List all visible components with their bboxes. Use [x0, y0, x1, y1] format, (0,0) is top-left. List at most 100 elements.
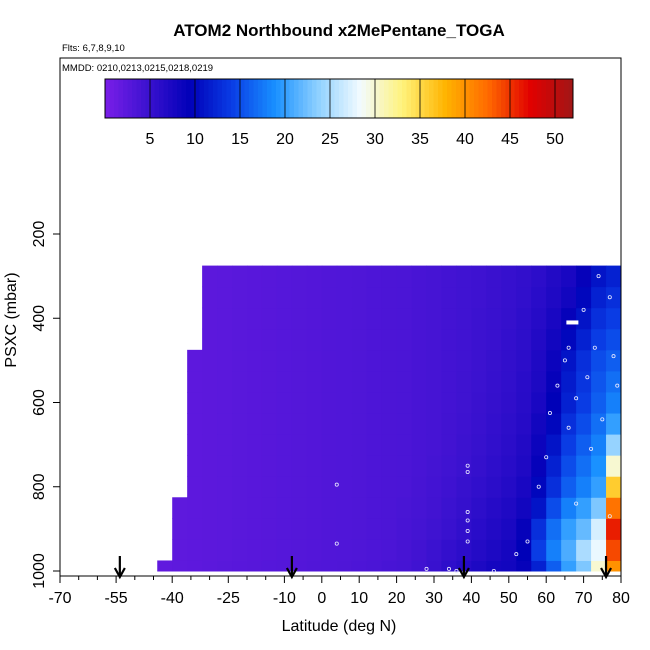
heatmap-cell	[336, 265, 353, 288]
heatmap-cell	[336, 307, 353, 330]
heatmap-cell	[306, 518, 323, 540]
heatmap-cell	[591, 539, 607, 561]
heatmap-cell	[187, 413, 203, 435]
colorbar-segment	[447, 79, 452, 118]
heatmap-cell	[172, 539, 188, 561]
heatmap-cell	[486, 518, 502, 540]
colorbar-segment	[105, 79, 110, 118]
heatmap-cell	[441, 349, 457, 372]
colorbar-segment	[109, 79, 115, 118]
heatmap-cell	[426, 307, 442, 330]
heatmap-cell	[202, 349, 218, 372]
heatmap-cell	[381, 518, 398, 540]
x-tick-label: 20	[388, 590, 406, 607]
heatmap-cell	[576, 265, 592, 288]
heatmap-cell	[306, 349, 323, 372]
colorbar-segment	[501, 79, 506, 118]
heatmap-cell	[411, 265, 428, 288]
colorbar-segment	[415, 79, 421, 118]
colorbar-segment	[456, 79, 461, 118]
heatmap-cell	[426, 370, 442, 393]
heatmap-cell	[381, 286, 398, 309]
heatmap-cell	[261, 434, 278, 456]
heatmap-cell	[561, 265, 577, 288]
heatmap-cell	[576, 539, 592, 561]
colorbar-segment	[141, 79, 146, 118]
sample-point	[566, 425, 571, 430]
colorbar-segment	[132, 79, 137, 118]
colorbar-segment	[199, 79, 205, 118]
colorbar-tick-label: 45	[501, 131, 519, 148]
colorbar-segment	[478, 79, 484, 118]
heatmap-cell	[426, 265, 442, 288]
heatmap-cell	[426, 413, 442, 435]
heatmap-cell	[276, 286, 293, 309]
heatmap-cell	[336, 391, 353, 414]
heatmap-cell	[381, 370, 398, 393]
heatmap-cell	[411, 476, 428, 498]
heatmap-cell	[202, 518, 218, 540]
heatmap-cell	[232, 370, 248, 393]
heatmap-cell	[366, 455, 383, 477]
heatmap-cell	[217, 391, 233, 414]
heatmap-cell	[531, 455, 547, 477]
heatmap-cell	[321, 328, 338, 351]
sample-point	[555, 383, 560, 388]
heatmap-cell	[576, 328, 592, 351]
colorbar-segment	[465, 79, 470, 118]
heatmap-cell	[276, 370, 293, 393]
heatmap-cell	[291, 455, 308, 477]
heatmap-cell	[351, 518, 368, 540]
heatmap-cell	[202, 476, 218, 498]
heatmap-cell	[411, 391, 428, 414]
colorbar-segment	[195, 79, 200, 118]
heatmap-cell	[441, 455, 457, 477]
heatmap-cell	[321, 518, 338, 540]
heatmap-cell	[247, 518, 263, 540]
sample-point	[465, 528, 470, 533]
sample-point	[611, 354, 616, 359]
heatmap-cell	[306, 370, 323, 393]
heatmap-cell	[561, 370, 577, 393]
heatmap-cell	[426, 539, 442, 561]
colorbar-segment	[429, 79, 434, 118]
heatmap-cell	[411, 413, 428, 435]
flight-marker-head	[113, 567, 126, 580]
heatmap-cell	[516, 413, 532, 435]
sample-point	[566, 345, 571, 350]
colorbar-segment	[235, 79, 241, 118]
heatmap-cell	[576, 434, 592, 456]
heatmap-cell	[441, 391, 457, 414]
heatmap-cell	[426, 286, 442, 309]
heatmap-cell	[456, 286, 472, 309]
heatmap-cell	[411, 434, 428, 456]
heatmap-cell	[411, 370, 428, 393]
heatmap-cell	[306, 560, 323, 572]
heatmap-cell	[471, 518, 487, 540]
colorbar-segment	[361, 79, 367, 118]
colorbar-segment	[222, 79, 227, 118]
heatmap-cell	[276, 349, 293, 372]
colorbar-segment	[307, 79, 313, 118]
colorbar-segment	[294, 79, 299, 118]
heatmap-cell	[456, 391, 472, 414]
sample-point	[465, 470, 470, 475]
heatmap-cell	[591, 307, 607, 330]
heatmap-cell	[591, 328, 607, 351]
heatmap-cell	[441, 307, 457, 330]
colorbar-segment	[181, 79, 187, 118]
heatmap-cell	[591, 560, 607, 572]
heatmap-cell	[396, 476, 413, 498]
x-tick-label: 40	[463, 590, 481, 607]
heatmap-cell	[232, 391, 248, 414]
heatmap-cell	[531, 434, 547, 456]
heatmap-cell	[381, 476, 398, 498]
heatmap-cell	[202, 391, 218, 414]
heatmap-cell	[501, 370, 517, 393]
heatmap-cell	[321, 497, 338, 519]
colorbar-segment	[528, 79, 533, 118]
colorbar-segment	[442, 79, 448, 118]
colorbar-segment	[406, 79, 412, 118]
sample-point	[547, 411, 552, 416]
heatmap-cell	[426, 328, 442, 351]
